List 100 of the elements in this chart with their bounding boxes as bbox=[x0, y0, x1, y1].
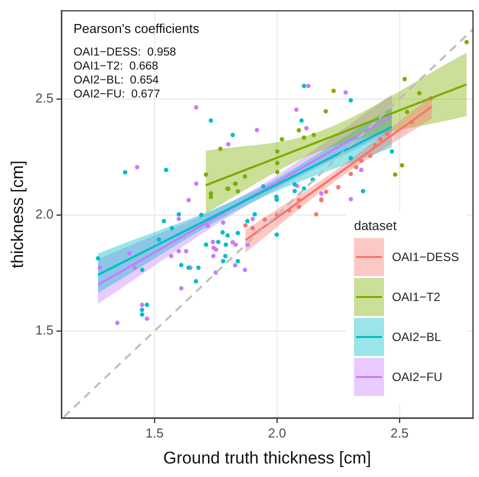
point bbox=[242, 174, 248, 179]
point bbox=[417, 90, 422, 96]
point bbox=[319, 191, 324, 196]
point bbox=[236, 189, 240, 194]
point bbox=[208, 118, 214, 123]
point bbox=[176, 248, 182, 254]
point bbox=[306, 84, 311, 88]
point bbox=[140, 302, 144, 307]
point bbox=[115, 320, 120, 326]
point bbox=[385, 132, 390, 136]
point bbox=[233, 242, 238, 247]
point bbox=[390, 149, 394, 154]
point bbox=[170, 226, 174, 230]
point bbox=[194, 279, 198, 284]
x-tick-label: 1.5 bbox=[146, 425, 164, 440]
point bbox=[242, 268, 248, 272]
point bbox=[348, 156, 353, 160]
point bbox=[262, 217, 267, 222]
point bbox=[331, 88, 336, 94]
legend-title: dataset bbox=[354, 218, 398, 233]
point bbox=[140, 312, 144, 317]
point bbox=[196, 265, 201, 270]
point bbox=[132, 265, 137, 270]
point bbox=[194, 181, 198, 186]
point bbox=[296, 128, 302, 132]
point bbox=[164, 168, 168, 172]
point bbox=[400, 163, 404, 168]
point bbox=[144, 316, 150, 321]
point bbox=[348, 172, 353, 176]
point bbox=[140, 308, 144, 312]
point bbox=[194, 105, 198, 110]
point bbox=[210, 240, 216, 244]
annotation: OAI2−FU: 0.677 bbox=[73, 88, 160, 101]
point bbox=[292, 188, 297, 194]
point bbox=[254, 128, 260, 132]
point bbox=[176, 216, 182, 222]
point bbox=[275, 160, 280, 166]
point bbox=[304, 126, 309, 130]
point bbox=[243, 223, 248, 228]
point bbox=[98, 265, 102, 270]
point bbox=[359, 168, 364, 172]
point bbox=[314, 212, 318, 216]
point bbox=[236, 258, 240, 264]
point bbox=[402, 76, 407, 82]
point bbox=[220, 220, 226, 225]
point bbox=[204, 172, 208, 177]
point bbox=[252, 212, 257, 216]
point bbox=[275, 149, 280, 154]
point bbox=[348, 98, 353, 103]
point bbox=[232, 263, 238, 268]
point bbox=[348, 197, 353, 202]
legend-label: OAI2−FU bbox=[392, 370, 442, 384]
point bbox=[179, 286, 184, 290]
point bbox=[368, 154, 372, 158]
point bbox=[230, 240, 235, 245]
annotation: Pearson's coefficients bbox=[73, 20, 200, 36]
y-tick-label: 2.0 bbox=[35, 206, 54, 222]
point bbox=[324, 109, 328, 114]
point bbox=[274, 232, 279, 237]
legend-label: OAI2−BL bbox=[392, 330, 441, 344]
point bbox=[343, 90, 348, 95]
annotation: OAI1−T2: 0.668 bbox=[73, 60, 158, 73]
point bbox=[360, 188, 366, 194]
point bbox=[464, 40, 469, 44]
point bbox=[156, 237, 162, 242]
legend-label: OAI1−T2 bbox=[392, 290, 440, 304]
point bbox=[223, 254, 228, 258]
point bbox=[96, 256, 100, 261]
annotation: OAI1−DESS: 0.958 bbox=[73, 46, 176, 59]
annotation: OAI2−BL: 0.654 bbox=[73, 74, 160, 87]
legend-label: OAI1−DESS bbox=[392, 250, 459, 264]
point bbox=[224, 242, 228, 247]
point bbox=[324, 190, 328, 194]
point bbox=[378, 137, 383, 142]
point bbox=[184, 248, 188, 254]
point bbox=[204, 242, 208, 247]
y-tick-label: 1.5 bbox=[35, 322, 54, 338]
point bbox=[226, 142, 230, 146]
point bbox=[302, 84, 306, 88]
point bbox=[169, 254, 174, 258]
point bbox=[312, 132, 316, 138]
y-axis-title: thickness [cm] bbox=[8, 160, 27, 268]
x-axis-title: Ground truth thickness [cm] bbox=[163, 448, 372, 468]
point bbox=[218, 146, 223, 152]
point bbox=[214, 247, 218, 252]
y-tick-label: 2.5 bbox=[35, 90, 54, 106]
point bbox=[250, 216, 255, 222]
point bbox=[144, 302, 150, 307]
point bbox=[225, 233, 230, 238]
point bbox=[122, 170, 128, 174]
point bbox=[216, 240, 220, 244]
point bbox=[236, 230, 240, 236]
point bbox=[261, 184, 266, 189]
point bbox=[134, 164, 140, 170]
point bbox=[206, 224, 210, 228]
point bbox=[208, 191, 214, 196]
point bbox=[296, 204, 302, 210]
point bbox=[250, 226, 255, 230]
point bbox=[294, 107, 299, 112]
point bbox=[199, 212, 204, 218]
